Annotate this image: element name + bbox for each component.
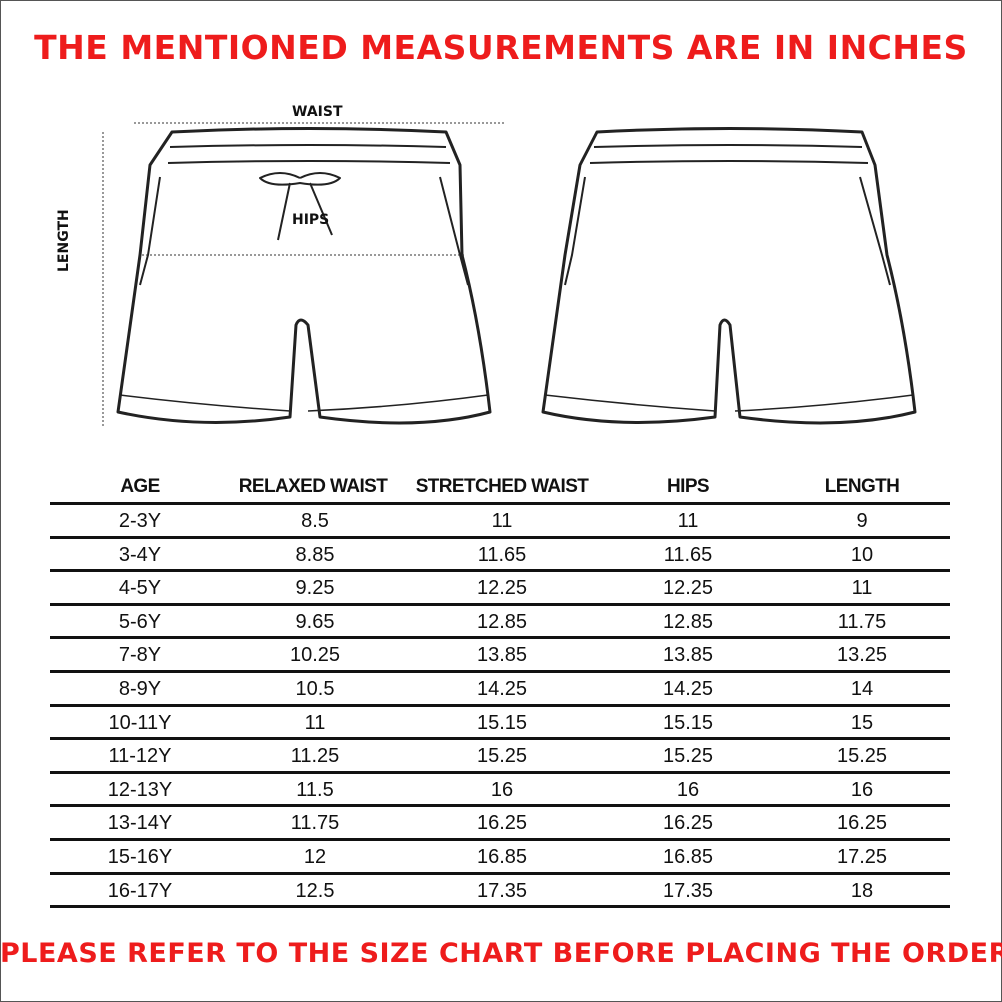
cell-stretched-waist: 12.85	[476, 610, 528, 633]
cell-age: 4-5Y	[118, 577, 162, 600]
cell-stretched-waist: 11.65	[477, 543, 527, 566]
table-row: 10-11Y 11 15.15 15.15 15	[50, 707, 950, 741]
cell-hips: 15.25	[662, 745, 714, 768]
table-row: 13-14Y 11.75 16.25 16.25 16.25	[50, 807, 950, 841]
table-row: 8-9Y 10.5 14.25 14.25 14	[50, 673, 950, 707]
table-row: 7-8Y 10.25 13.85 13.85 13.25	[50, 639, 950, 673]
cell-age: 3-4Y	[118, 543, 162, 566]
cell-relaxed-waist: 11.75	[290, 812, 340, 835]
cell-relaxed-waist: 11	[304, 711, 326, 734]
cell-relaxed-waist: 11.25	[290, 745, 340, 768]
waist-label: WAIST	[292, 104, 343, 120]
cell-hips: 16	[676, 778, 700, 801]
cell-age: 13-14Y	[107, 812, 173, 835]
cell-hips: 17.35	[662, 879, 714, 902]
column-header-length: LENGTH	[824, 476, 900, 497]
table-row: 16-17Y 12.5 17.35 17.35 18	[50, 875, 950, 909]
cell-length: 17.25	[836, 845, 888, 868]
cell-age: 5-6Y	[118, 610, 162, 633]
cell-relaxed-waist: 10.5	[295, 677, 335, 700]
cell-hips: 12.85	[662, 610, 714, 633]
cell-length: 16.25	[836, 812, 888, 835]
cell-relaxed-waist: 11.5	[296, 778, 334, 801]
cell-hips: 16.85	[662, 845, 714, 868]
cell-length: 11	[851, 577, 873, 600]
cell-stretched-waist: 14.25	[476, 677, 528, 700]
cell-hips: 11	[677, 510, 699, 532]
cell-relaxed-waist: 12.5	[295, 879, 335, 902]
cell-length: 10	[850, 543, 874, 566]
cell-age: 8-9Y	[118, 677, 162, 700]
table-row: 11-12Y 11.25 15.25 15.25 15.25	[50, 740, 950, 774]
cell-length: 9	[856, 510, 868, 532]
cell-relaxed-waist: 9.65	[295, 610, 335, 633]
cell-stretched-waist: 16	[490, 778, 514, 801]
cell-stretched-waist: 12.25	[476, 577, 528, 600]
table-row: 5-6Y 9.65 12.85 12.85 11.75	[50, 606, 950, 640]
cell-age: 10-11Y	[108, 711, 172, 734]
cell-stretched-waist: 15.25	[476, 745, 528, 768]
cell-stretched-waist: 13.85	[476, 644, 528, 667]
cell-relaxed-waist: 12	[303, 845, 327, 868]
cell-length: 15	[850, 711, 874, 734]
cell-age: 12-13Y	[107, 778, 173, 801]
page-title: THE MENTIONED MEASUREMENTS ARE IN INCHES	[34, 28, 968, 67]
front-shorts-illustration	[116, 127, 492, 425]
size-chart-table: AGE RELAXED WAIST STRETCHED WAIST HIPS L…	[50, 470, 950, 909]
table-row: 4-5Y 9.25 12.25 12.25 11	[50, 572, 950, 606]
cell-age: 11-12Y	[108, 745, 172, 768]
column-header-hips: HIPS	[667, 476, 710, 497]
cell-relaxed-waist: 9.25	[295, 577, 335, 600]
cell-stretched-waist: 15.15	[476, 711, 528, 734]
table-row: 2-3Y 8.5 11 11 9	[50, 505, 950, 539]
cell-length: 11.75	[837, 610, 887, 633]
cell-length: 15.25	[836, 745, 888, 768]
cell-hips: 13.85	[662, 644, 714, 667]
cell-age: 2-3Y	[118, 510, 162, 532]
cell-stretched-waist: 16.25	[476, 812, 528, 835]
cell-stretched-waist: 17.35	[476, 879, 528, 902]
cell-hips: 11.65	[663, 543, 713, 566]
cell-stretched-waist: 11	[491, 510, 513, 532]
shorts-diagram	[102, 122, 917, 428]
cell-age: 15-16Y	[107, 845, 173, 868]
table-row: 15-16Y 12 16.85 16.85 17.25	[50, 841, 950, 875]
cell-hips: 12.25	[662, 577, 714, 600]
cell-stretched-waist: 16.85	[476, 845, 528, 868]
cell-age: 16-17Y	[107, 879, 173, 902]
cell-length: 16	[850, 778, 874, 801]
cell-age: 7-8Y	[118, 644, 162, 667]
table-row: 12-13Y 11.5 16 16 16	[50, 774, 950, 808]
cell-length: 13.25	[836, 644, 888, 667]
cell-relaxed-waist: 8.85	[295, 543, 335, 566]
cell-hips: 14.25	[662, 677, 714, 700]
back-shorts-illustration	[541, 127, 917, 425]
column-header-relaxed-waist: RELAXED WAIST	[238, 476, 388, 497]
footer-note: PLEASE REFER TO THE SIZE CHART BEFORE PL…	[0, 938, 1002, 969]
cell-relaxed-waist: 8.5	[301, 510, 329, 532]
hips-label: HIPS	[292, 212, 330, 228]
cell-hips: 15.15	[662, 711, 714, 734]
table-row: 3-4Y 8.85 11.65 11.65 10	[50, 539, 950, 573]
column-header-age: AGE	[120, 476, 160, 497]
cell-length: 14	[850, 677, 874, 700]
column-header-stretched-waist: STRETCHED WAIST	[415, 476, 589, 497]
cell-relaxed-waist: 10.25	[289, 644, 341, 667]
table-header-row: AGE RELAXED WAIST STRETCHED WAIST HIPS L…	[50, 470, 950, 505]
cell-length: 18	[850, 879, 874, 902]
cell-hips: 16.25	[662, 812, 714, 835]
length-label: LENGTH	[56, 209, 72, 272]
